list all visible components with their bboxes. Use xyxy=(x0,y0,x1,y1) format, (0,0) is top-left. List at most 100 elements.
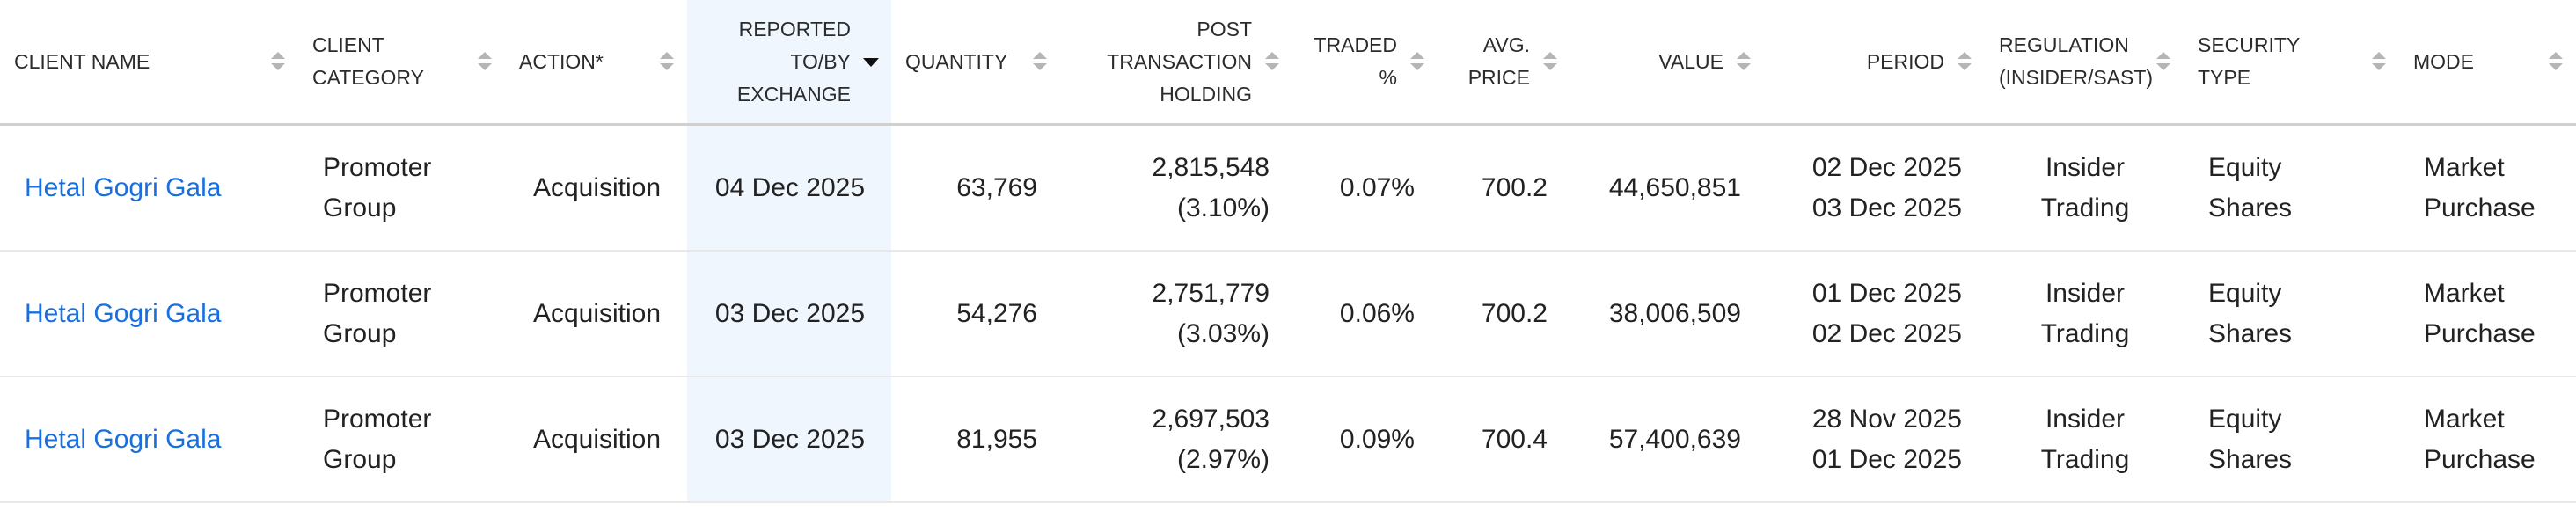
table-cell: 0.07% xyxy=(1292,126,1438,250)
table-cell: 0.06% xyxy=(1292,252,1438,376)
cell-text: Acquisition xyxy=(532,424,662,454)
header-label: CLIENT NAME xyxy=(14,46,150,78)
cell-text: 700.2 xyxy=(1481,298,1548,328)
table-cell: 01 Dec 2025 02 Dec 2025 xyxy=(1764,252,1985,376)
sort-icon[interactable] xyxy=(1542,50,1558,73)
cell-text: Promoter xyxy=(323,152,432,182)
sort-arrow xyxy=(1543,63,1557,70)
table-cell: 44,650,851 xyxy=(1570,126,1764,250)
cell-text: 0.09% xyxy=(1339,424,1415,454)
column-header[interactable]: PERIOD xyxy=(1764,0,1985,123)
sort-icon[interactable] xyxy=(1736,50,1752,73)
header-text: TYPE xyxy=(2198,66,2251,89)
header-text: QUANTITY xyxy=(905,49,1008,73)
sort-icon[interactable] xyxy=(863,50,879,73)
cell-text: Insider Trading xyxy=(2040,404,2130,474)
cell-text: Shares xyxy=(2208,318,2293,348)
column-header[interactable]: CLIENT NAME xyxy=(0,0,298,123)
sort-icon[interactable] xyxy=(1409,50,1425,73)
sort-arrow xyxy=(2549,63,2563,70)
table-cell: 2,815,548 (3.10%) xyxy=(1060,126,1292,250)
cell-text: Group xyxy=(323,318,397,348)
sort-icon[interactable] xyxy=(270,50,286,73)
sort-arrow xyxy=(1737,52,1751,59)
cell-text: 01 Dec 2025 xyxy=(1811,444,1962,474)
cell-text: 03 Dec 2025 xyxy=(714,298,866,328)
table-cell: 81,955 xyxy=(891,377,1060,501)
cell-text: 02 Dec 2025 xyxy=(1811,152,1962,182)
table-row: Hetal Gogri Gala Promoter Group Acquisition… xyxy=(0,126,2576,252)
header-label: QUANTITY xyxy=(905,46,1007,78)
header-text: EXCHANGE xyxy=(736,82,851,106)
table-cell: Market Purchase xyxy=(2399,377,2576,501)
sort-icon[interactable] xyxy=(659,50,675,73)
cell-text: Market xyxy=(2424,152,2505,182)
cell-content: Acquisition xyxy=(530,420,664,460)
cell-content: 700.4 xyxy=(1462,420,1548,460)
cell-content: 0.09% xyxy=(1317,420,1415,460)
table-cell: Market Purchase xyxy=(2399,126,2576,250)
column-header[interactable]: REGULATION (INSIDER/SAST) xyxy=(1985,0,2184,123)
cell-text: 2,815,548 xyxy=(1152,152,1270,182)
table-cell: Promoter Group xyxy=(298,126,505,250)
cell-text: Purchase xyxy=(2424,193,2536,223)
cell-text: (3.03%) xyxy=(1176,318,1270,348)
column-header[interactable]: ACTION* xyxy=(505,0,687,123)
sort-icon[interactable] xyxy=(1264,50,1280,73)
column-header[interactable]: MODE xyxy=(2399,0,2576,123)
cell-text: 38,006,509 xyxy=(1608,298,1741,328)
sort-arrow xyxy=(1543,52,1557,59)
header-text: SECURITY xyxy=(2198,33,2301,56)
column-header[interactable]: CLIENT CATEGORY xyxy=(298,0,505,123)
column-header[interactable]: TRADED% xyxy=(1292,0,1438,123)
sort-arrow xyxy=(1410,52,1424,59)
table-cell: Equity Shares xyxy=(2184,252,2399,376)
column-header[interactable]: QUANTITY xyxy=(891,0,1060,123)
header-text: VALUE xyxy=(1658,49,1723,73)
client-link[interactable]: Hetal Gogri Gala xyxy=(25,172,222,202)
sort-arrow xyxy=(2372,52,2386,59)
client-link[interactable]: Hetal Gogri Gala xyxy=(25,298,222,328)
sort-icon[interactable] xyxy=(2548,50,2564,73)
sort-arrow xyxy=(2372,63,2386,70)
cell-content: Hetal Gogri Gala xyxy=(25,168,275,208)
column-header[interactable]: AVG. PRICE xyxy=(1438,0,1570,123)
sort-arrow xyxy=(478,52,492,59)
column-header[interactable]: SECURITY TYPE xyxy=(2184,0,2399,123)
table-cell: 57,400,639 xyxy=(1570,377,1764,501)
sort-icon[interactable] xyxy=(1957,50,1972,73)
table-cell: Insider Trading xyxy=(1985,252,2184,376)
header-text: (INSIDER/SAST) xyxy=(1999,66,2154,89)
sort-icon[interactable] xyxy=(477,50,493,73)
table-row: Hetal Gogri Gala Promoter Group Acquisition… xyxy=(0,252,2576,377)
cell-content: 700.2 xyxy=(1462,294,1548,334)
header-text: % xyxy=(1379,66,1397,89)
header-text: TRANSACTION xyxy=(1107,49,1252,73)
table-cell: Hetal Gogri Gala xyxy=(0,126,298,250)
cell-text: 28 Nov 2025 xyxy=(1811,404,1962,434)
column-header[interactable]: VALUE xyxy=(1570,0,1764,123)
table-cell: Insider Trading xyxy=(1985,377,2184,501)
cell-text: (2.97%) xyxy=(1176,444,1270,474)
cell-text: 700.4 xyxy=(1481,424,1548,454)
header-text: REGULATION xyxy=(1999,33,2129,56)
cell-content: 700.2 xyxy=(1462,168,1548,208)
cell-text: (3.10%) xyxy=(1176,193,1270,223)
cell-content: Acquisition xyxy=(530,294,664,334)
sort-arrow xyxy=(1265,63,1279,70)
column-header[interactable]: POST TRANSACTION HOLDING xyxy=(1060,0,1292,123)
cell-text: 81,955 xyxy=(956,424,1037,454)
sort-icon[interactable] xyxy=(1032,50,1048,73)
sort-icon[interactable] xyxy=(2155,50,2171,73)
sort-arrow xyxy=(2156,52,2170,59)
sort-icon[interactable] xyxy=(2371,50,2387,73)
column-header[interactable]: REPORTED TO/BY EXCHANGE xyxy=(687,0,891,123)
cell-content: Hetal Gogri Gala xyxy=(25,420,275,460)
client-link[interactable]: Hetal Gogri Gala xyxy=(25,424,222,454)
table-cell: Hetal Gogri Gala xyxy=(0,252,298,376)
cell-text: Market xyxy=(2424,278,2505,308)
cell-text: 700.2 xyxy=(1481,172,1548,202)
sort-arrow xyxy=(2156,63,2170,70)
sort-arrow xyxy=(1737,63,1751,70)
cell-text: Acquisition xyxy=(532,172,662,202)
